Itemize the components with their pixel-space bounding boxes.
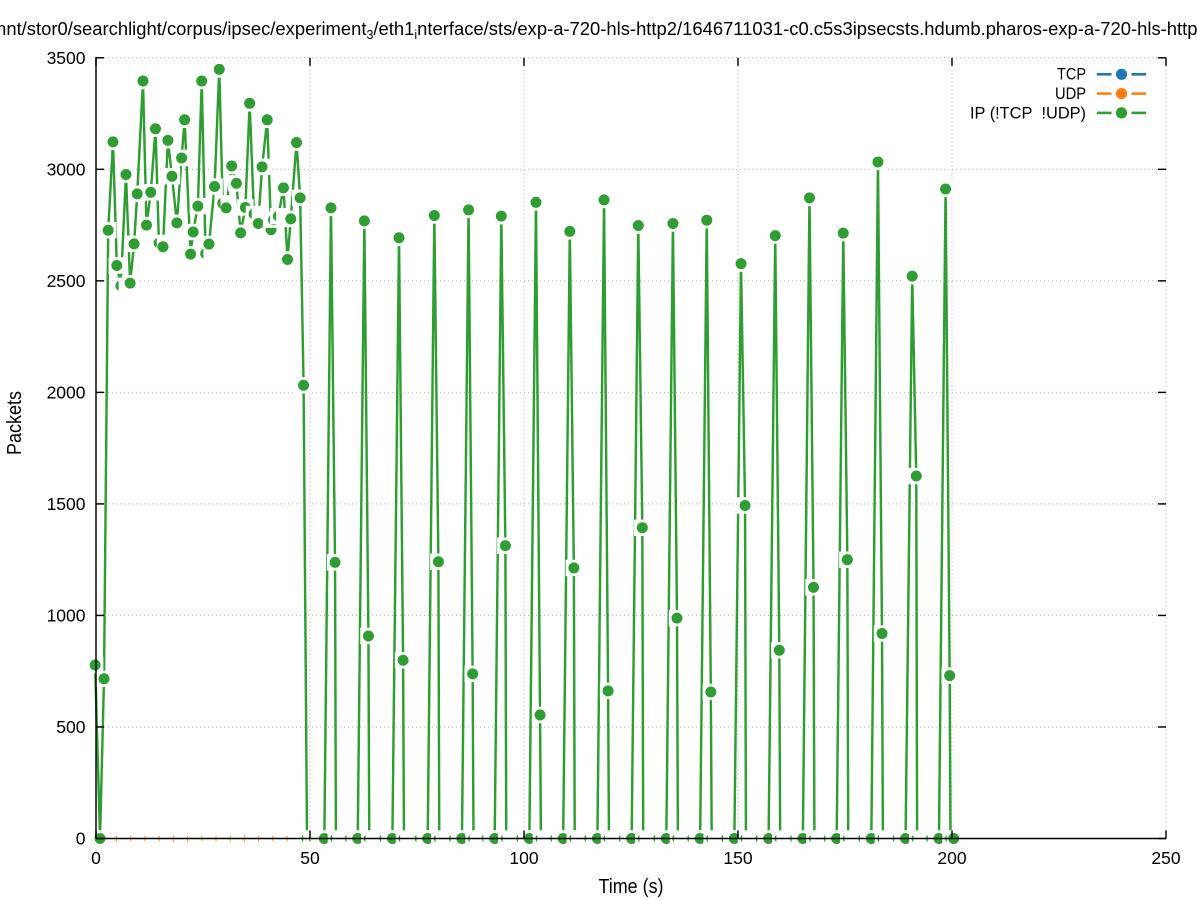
svg-text:200: 200 xyxy=(937,848,966,868)
svg-text:Time (s): Time (s) xyxy=(599,875,664,898)
svg-text:0: 0 xyxy=(91,848,101,868)
svg-text:150: 150 xyxy=(723,848,752,868)
svg-text:2000: 2000 xyxy=(47,382,86,402)
svg-text:500: 500 xyxy=(56,717,85,737)
svg-text:1500: 1500 xyxy=(47,494,86,514)
svg-text:2500: 2500 xyxy=(47,271,86,291)
svg-text:3000: 3000 xyxy=(47,159,86,179)
svg-text:250: 250 xyxy=(1151,848,1180,868)
svg-text:Packets: Packets xyxy=(3,391,26,455)
svg-text:TCP: TCP xyxy=(1057,65,1086,84)
svg-text:1000: 1000 xyxy=(47,605,86,625)
svg-text:UDP: UDP xyxy=(1055,84,1086,103)
svg-text:0: 0 xyxy=(76,829,86,849)
svg-text:3500: 3500 xyxy=(47,48,86,68)
svg-text:100: 100 xyxy=(509,848,538,868)
svg-text:IP (!TCP !UDP): IP (!TCP !UDP) xyxy=(970,104,1086,123)
svg-text:50: 50 xyxy=(300,848,320,868)
